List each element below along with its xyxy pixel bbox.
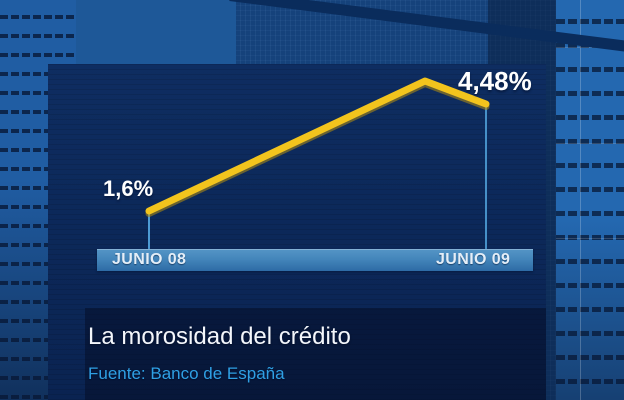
value-label-start: 1,6% (103, 176, 154, 201)
connector-line-junio08 (148, 213, 150, 250)
axis-label-junio09: JUNIO 09 (436, 251, 511, 268)
background-hairline-horizontal (556, 238, 624, 239)
title-band (85, 308, 546, 400)
trend-line-shadow (145, 80, 490, 217)
background-hairline-horizontal (556, 47, 624, 48)
value-label-end: 4,48% (458, 66, 532, 96)
background-hairline-vertical (580, 0, 581, 400)
chart-source: Fuente: Banco de España (88, 364, 285, 383)
background-hairline-horizontal (556, 143, 624, 144)
axis-label-junio08: JUNIO 08 (112, 251, 187, 268)
connector-line-junio09 (485, 106, 487, 250)
background-band-right (556, 0, 624, 400)
x-axis-bar: JUNIO 08 JUNIO 09 (97, 249, 533, 271)
trend-line (145, 77, 490, 215)
chart-title: La morosidad del crédito (88, 323, 351, 350)
